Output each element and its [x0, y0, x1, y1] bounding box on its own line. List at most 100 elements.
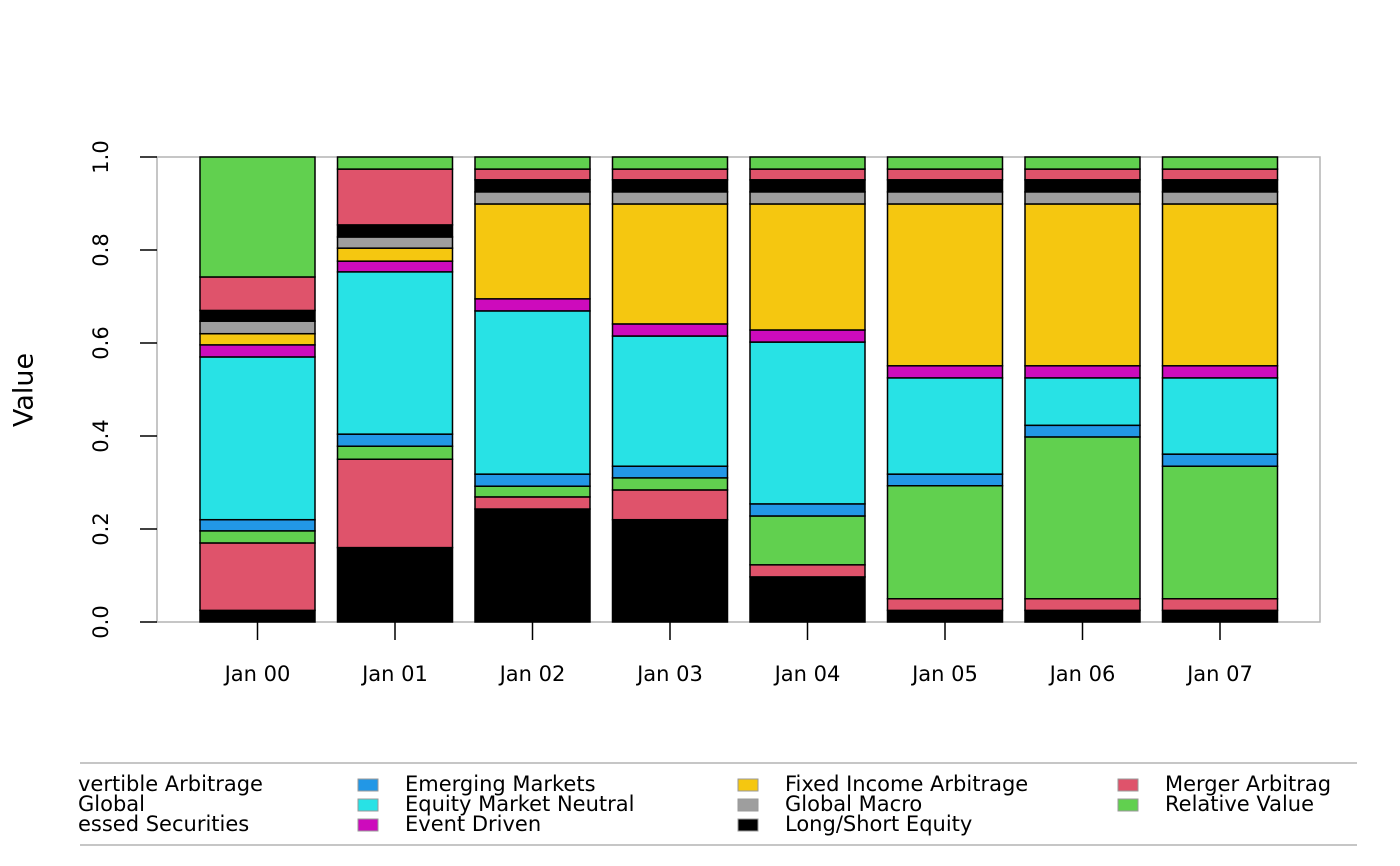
bar-segment — [886, 609, 1004, 623]
bar-segment — [1161, 203, 1279, 367]
bar-segment — [1161, 156, 1279, 170]
bar-segment — [199, 518, 316, 532]
bar-segment — [611, 518, 729, 623]
legend-label: Global — [78, 792, 145, 816]
bar-segment — [886, 365, 1004, 379]
bar-segment — [1024, 156, 1141, 170]
y-tick-label: 1.0 — [89, 140, 113, 173]
y-tick-label: 0.6 — [89, 326, 113, 359]
legend-label: Equity Market Neutral — [405, 792, 634, 816]
bar-segment — [886, 168, 1004, 181]
legend-label: Merger Arbitrag — [1165, 772, 1331, 796]
x-tick-label: Jan 02 — [498, 662, 566, 686]
bar-segment — [474, 203, 591, 300]
bar-segment — [886, 191, 1004, 205]
bar-segment — [611, 477, 729, 491]
bar-segment — [199, 542, 316, 612]
bar-segment — [611, 168, 729, 181]
bar-segment — [336, 271, 454, 435]
bar-segment — [474, 473, 591, 487]
legend-label: vertible Arbitrage — [78, 772, 263, 796]
bar-segment — [336, 445, 454, 461]
bar-segment — [199, 276, 316, 312]
bar-segment — [886, 179, 1004, 193]
bar-segment — [886, 473, 1004, 487]
bar-segment — [199, 530, 316, 544]
bar-segment — [886, 156, 1004, 170]
bar-segment — [749, 179, 866, 193]
bar-segment — [749, 564, 866, 578]
x-tick-label: Jan 03 — [635, 662, 703, 686]
bar-segment — [1024, 203, 1141, 367]
bar-segment — [474, 191, 591, 205]
bar-segment — [1024, 377, 1141, 427]
bar-segment — [199, 356, 316, 521]
bar-segment — [886, 377, 1004, 475]
bar-segment — [474, 496, 591, 510]
legend-swatch — [1117, 798, 1139, 812]
bar-segment — [749, 576, 866, 623]
y-tick-label: 0.0 — [89, 605, 113, 638]
y-tick-label: 0.4 — [89, 419, 113, 452]
bar-segment — [749, 341, 866, 505]
bar-segment — [611, 203, 729, 325]
bar-segment — [886, 485, 1004, 600]
bar-segment — [1024, 179, 1141, 193]
bar-segment — [749, 156, 866, 170]
bar-segment — [1161, 609, 1279, 623]
bar-segment — [1024, 436, 1141, 600]
bar-segment — [1161, 168, 1279, 181]
bar-segment — [336, 458, 454, 549]
legend-label: Global Macro — [785, 792, 922, 816]
y-tick-label: 0.8 — [89, 233, 113, 266]
bar-segment — [199, 156, 316, 278]
bar-segment — [474, 485, 591, 498]
legend-label: essed Securities — [78, 812, 249, 836]
bar-segment — [611, 323, 729, 337]
bar-segment — [749, 203, 866, 331]
bar-segment — [1161, 465, 1279, 600]
legend-label: Fixed Income Arbitrage — [785, 772, 1028, 796]
legend-label: Emerging Markets — [405, 772, 596, 796]
legend-label: Relative Value — [1165, 792, 1314, 816]
bar-segment — [749, 329, 866, 343]
bar-segment — [611, 156, 729, 170]
x-tick-label: Jan 05 — [910, 662, 978, 686]
legend-swatch — [357, 778, 379, 792]
x-tick-label: Jan 06 — [1048, 662, 1116, 686]
bar-segment — [749, 503, 866, 517]
y-tick-label: 0.2 — [89, 512, 113, 545]
bar-segment — [474, 179, 591, 193]
bar-segment — [199, 320, 316, 335]
x-tick-label: Jan 07 — [1185, 662, 1253, 686]
bar-segment — [336, 168, 454, 226]
bar-segment — [336, 236, 454, 249]
x-tick-label: Jan 01 — [360, 662, 428, 686]
bar-segment — [1024, 598, 1141, 612]
y-axis-title: Value — [9, 353, 40, 427]
bar-segment — [611, 489, 729, 521]
bar-segment — [1024, 609, 1141, 623]
legend-label: Event Driven — [405, 812, 541, 836]
bar-segment — [474, 298, 591, 312]
bar-segment — [199, 332, 316, 346]
legend-swatch — [357, 798, 379, 812]
bar-segment — [199, 309, 316, 322]
bar-segment — [1161, 365, 1279, 379]
legend-swatch — [737, 818, 759, 832]
bar-segment — [1161, 191, 1279, 205]
plot-frame — [156, 156, 1321, 623]
bar-segment — [886, 598, 1004, 612]
bar-segment — [199, 609, 316, 623]
bar-segment — [1161, 453, 1279, 467]
legend-swatch — [737, 798, 759, 812]
bar-segment — [1161, 377, 1279, 455]
bar-segment — [749, 515, 866, 566]
bar-segment — [611, 191, 729, 205]
bar-segment — [749, 191, 866, 205]
bar-segment — [1161, 598, 1279, 612]
bar-segment — [611, 465, 729, 479]
bar-segment — [336, 156, 454, 170]
bar-segment — [474, 310, 591, 475]
